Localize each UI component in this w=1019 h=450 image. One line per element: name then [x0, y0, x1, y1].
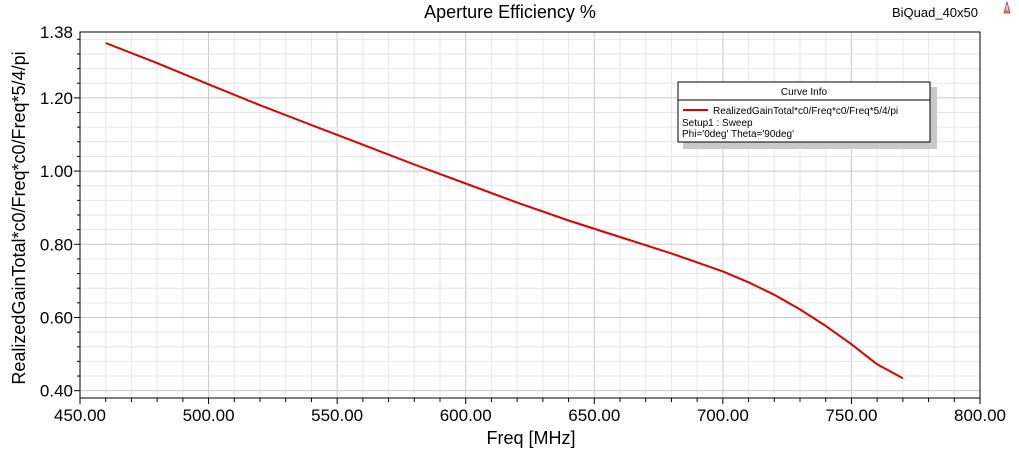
warning-triangle-icon[interactable] — [1003, 0, 1011, 14]
x-tick-label: 700.00 — [697, 406, 749, 425]
x-tick-label: 750.00 — [825, 406, 877, 425]
x-axis-label: Freq [MHz] — [486, 428, 575, 448]
y-tick-label: 1.20 — [40, 89, 73, 108]
x-tick-label: 500.00 — [183, 406, 235, 425]
y-tick-label: 0.60 — [40, 308, 73, 327]
y-tick-label: 1.00 — [40, 162, 73, 181]
curve-info-legend[interactable]: Curve Info RealizedGainTotal*c0/Freq*c0/… — [677, 81, 937, 149]
project-name: BiQuad_40x50 — [892, 5, 978, 20]
legend-entry-name: RealizedGainTotal*c0/Freq*c0/Freq*5/4/pi — [713, 106, 898, 117]
y-tick-label: 1.38 — [40, 23, 73, 42]
legend-entry-setup: Setup1 : Sweep — [682, 118, 753, 129]
chart-title: Aperture Efficiency % — [424, 2, 596, 22]
x-tick-label: 600.00 — [440, 406, 492, 425]
x-tick-label: 450.00 — [54, 406, 106, 425]
y-tick-label: 0.40 — [40, 382, 73, 401]
legend-entry-angles: Phi='0deg' Theta='90deg' — [682, 129, 794, 140]
x-tick-label: 800.00 — [954, 406, 1006, 425]
x-tick-label: 550.00 — [311, 406, 363, 425]
y-axis-label: RealizedGainTotal*c0/Freq*c0/Freq*5/4/pi — [9, 51, 29, 384]
grid-lines — [79, 32, 981, 398]
series-layer — [105, 42, 904, 380]
y-tick-label: 0.80 — [40, 235, 73, 254]
x-axis-ticks: 450.00 500.00 550.00 600.00 650.00 700.00 750.… — [54, 398, 1006, 425]
y-axis-ticks: 0.40 0.60 0.80 1.00 1.20 1.38 — [40, 23, 80, 401]
legend-title: Curve Info — [781, 87, 828, 98]
series-line[interactable] — [105, 42, 904, 380]
x-tick-label: 650.00 — [568, 406, 620, 425]
